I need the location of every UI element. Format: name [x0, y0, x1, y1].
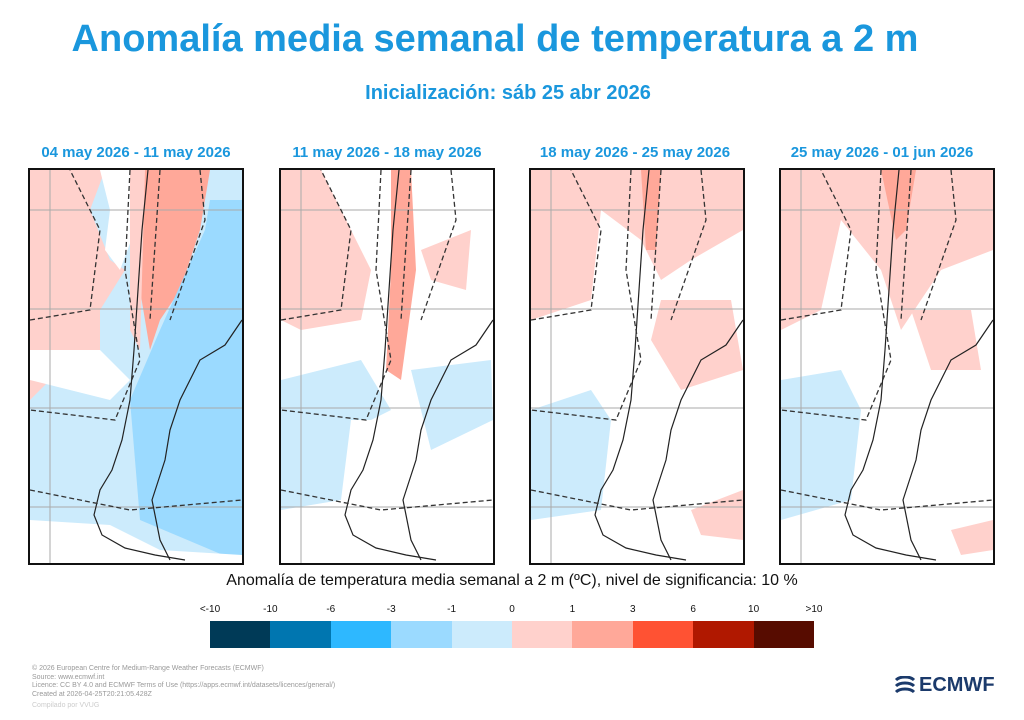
colorbar-tick: 6	[690, 604, 696, 615]
colorbar-bin	[512, 621, 573, 648]
coastline	[844, 170, 937, 561]
credits: © 2026 European Centre for Medium-Range …	[32, 665, 335, 699]
colorbar-tick: -6	[326, 604, 336, 615]
coastline	[344, 170, 437, 561]
coastline	[93, 170, 186, 561]
credit-line: Created at 2026-04-25T20:21:05.428Z	[32, 690, 152, 698]
anom-region	[30, 520, 242, 563]
map-panel-2	[279, 168, 495, 565]
colorbar-bin	[753, 621, 815, 648]
anom-region	[421, 230, 471, 290]
colorbar-bin	[451, 621, 513, 648]
coastline	[652, 319, 743, 561]
coastline	[594, 170, 687, 561]
significance-contour	[30, 170, 242, 511]
colorbar-bin	[330, 621, 392, 648]
anom-region	[691, 490, 743, 540]
map-panel-3	[529, 168, 745, 565]
anom-region	[951, 520, 993, 555]
colorbar-tick: -10	[263, 604, 278, 615]
initialization-date: Inicialización: sáb 25 abr 2026	[365, 82, 651, 104]
credit-line: Licence: CC BY 4.0 and ECMWF Terms of Us…	[32, 682, 336, 689]
ecmwf-logo: ECMWF	[892, 674, 995, 697]
map-svg	[531, 170, 743, 563]
anom-region	[911, 310, 981, 370]
colorbar-bin	[572, 621, 633, 648]
anom-region	[130, 200, 242, 563]
colorbar-tick: >10	[805, 604, 823, 615]
ecmwf-logo-icon	[894, 675, 916, 693]
coastline	[902, 319, 993, 561]
colorbar-bin	[391, 621, 452, 648]
colorbar-bin	[632, 621, 694, 648]
credit-line: Source: www.ecmwf.int	[32, 673, 105, 681]
page-title: Anomalía media semanal de temperatura a …	[71, 18, 919, 60]
map-svg	[781, 170, 993, 563]
compiled-by: Compilado por VVUG	[32, 702, 100, 709]
panel-title: 25 may 2026 - 01 jun 2026	[790, 144, 974, 161]
colorbar-bin	[693, 621, 754, 648]
map-svg	[30, 170, 242, 563]
colorbar-tick: -3	[386, 604, 396, 615]
colorbar-tick: 3	[630, 604, 636, 615]
colorbar-tick: 10	[748, 604, 760, 615]
map-svg	[281, 170, 493, 563]
significance-contour	[281, 170, 493, 511]
anom-region	[140, 170, 210, 350]
colorbar-tick: -1	[447, 604, 457, 615]
anom-region	[130, 170, 145, 350]
significance-contour	[781, 170, 993, 511]
anom-region	[411, 360, 493, 450]
colorbar	[210, 621, 815, 648]
map-panel-1	[28, 168, 244, 565]
anom-region	[281, 360, 391, 430]
significance-contour	[531, 170, 743, 511]
logo-text: ECMWF	[919, 674, 995, 696]
panel-title: 04 may 2026 - 11 may 2026	[41, 144, 231, 161]
panel-title: 18 may 2026 - 25 may 2026	[539, 144, 731, 161]
anom-region	[531, 170, 743, 320]
coastline	[402, 319, 493, 561]
panel-title: 11 may 2026 - 18 may 2026	[292, 144, 482, 161]
colorbar-tick: 1	[569, 604, 576, 615]
anom-region	[30, 170, 125, 400]
credit-line: © 2026 European Centre for Medium-Range …	[32, 665, 264, 672]
coastline	[151, 319, 242, 561]
colorbar-bin	[210, 621, 271, 648]
colorbar-label: Anomalía de temperatura media semanal a …	[226, 572, 798, 589]
anom-region	[651, 300, 743, 390]
anom-region	[30, 350, 130, 400]
colorbar-tick: <-10	[199, 604, 221, 615]
colorbar-tick: 0	[509, 604, 515, 615]
map-panel-4	[779, 168, 995, 565]
anom-region	[281, 420, 351, 510]
colorbar-bin	[270, 621, 331, 648]
